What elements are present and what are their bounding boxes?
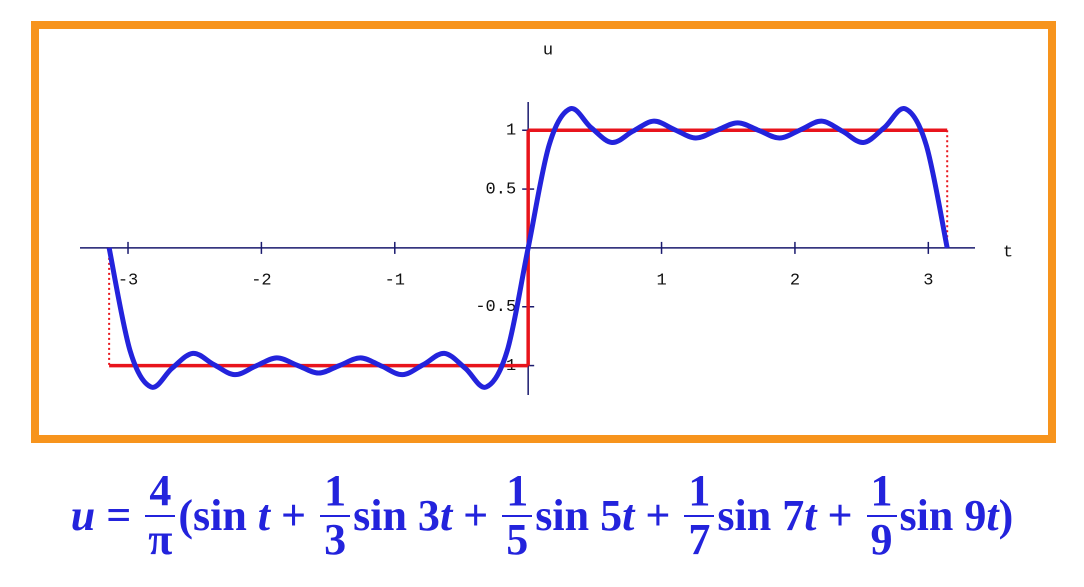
formula-text: t	[257, 491, 271, 540]
numerator: 1	[320, 468, 351, 517]
y-tick-label: -0.5	[475, 298, 516, 317]
denominator: 5	[506, 514, 529, 564]
formula-text: )	[998, 491, 1014, 540]
formula-text: t	[986, 491, 999, 540]
formula-text: u	[70, 491, 96, 540]
x-tick-label: 1	[656, 271, 666, 290]
formula-text: +	[816, 491, 864, 540]
formula-text: t	[804, 491, 817, 540]
formula-text: +	[634, 491, 682, 540]
x-tick-label: -2	[251, 271, 271, 290]
y-tick-label: 0.5	[486, 181, 517, 200]
denominator: π	[148, 514, 173, 564]
fourier-curve	[106, 106, 950, 390]
formula-text: sin 7	[717, 491, 805, 540]
formula-text: +	[270, 491, 318, 540]
denominator: 7	[688, 514, 711, 564]
formula-text: (sin	[178, 491, 258, 540]
numerator: 4	[145, 468, 176, 517]
formula-text: t	[439, 491, 453, 540]
x-tick-label: 3	[923, 271, 933, 290]
numerator: 1	[684, 468, 715, 517]
formula-text: sin 3	[353, 491, 440, 540]
formula-text: +	[452, 491, 500, 540]
x-tick-label: 2	[790, 271, 800, 290]
formula-text: sin 5	[535, 491, 623, 540]
frame	[31, 21, 1056, 443]
numerator: 1	[866, 468, 897, 517]
denominator: 9	[870, 514, 893, 564]
formula-text: t	[622, 491, 635, 540]
x-tick-label: -3	[118, 271, 138, 290]
numerator: 1	[502, 468, 533, 517]
formula-text: =	[95, 491, 143, 540]
denominator: 3	[324, 514, 347, 564]
x-axis-label: t	[1003, 243, 1013, 262]
y-axis-label: u	[543, 41, 553, 60]
formula-text: sin 9	[899, 491, 987, 540]
x-tick-label: -1	[385, 271, 405, 290]
y-tick-label: 1	[506, 122, 516, 141]
